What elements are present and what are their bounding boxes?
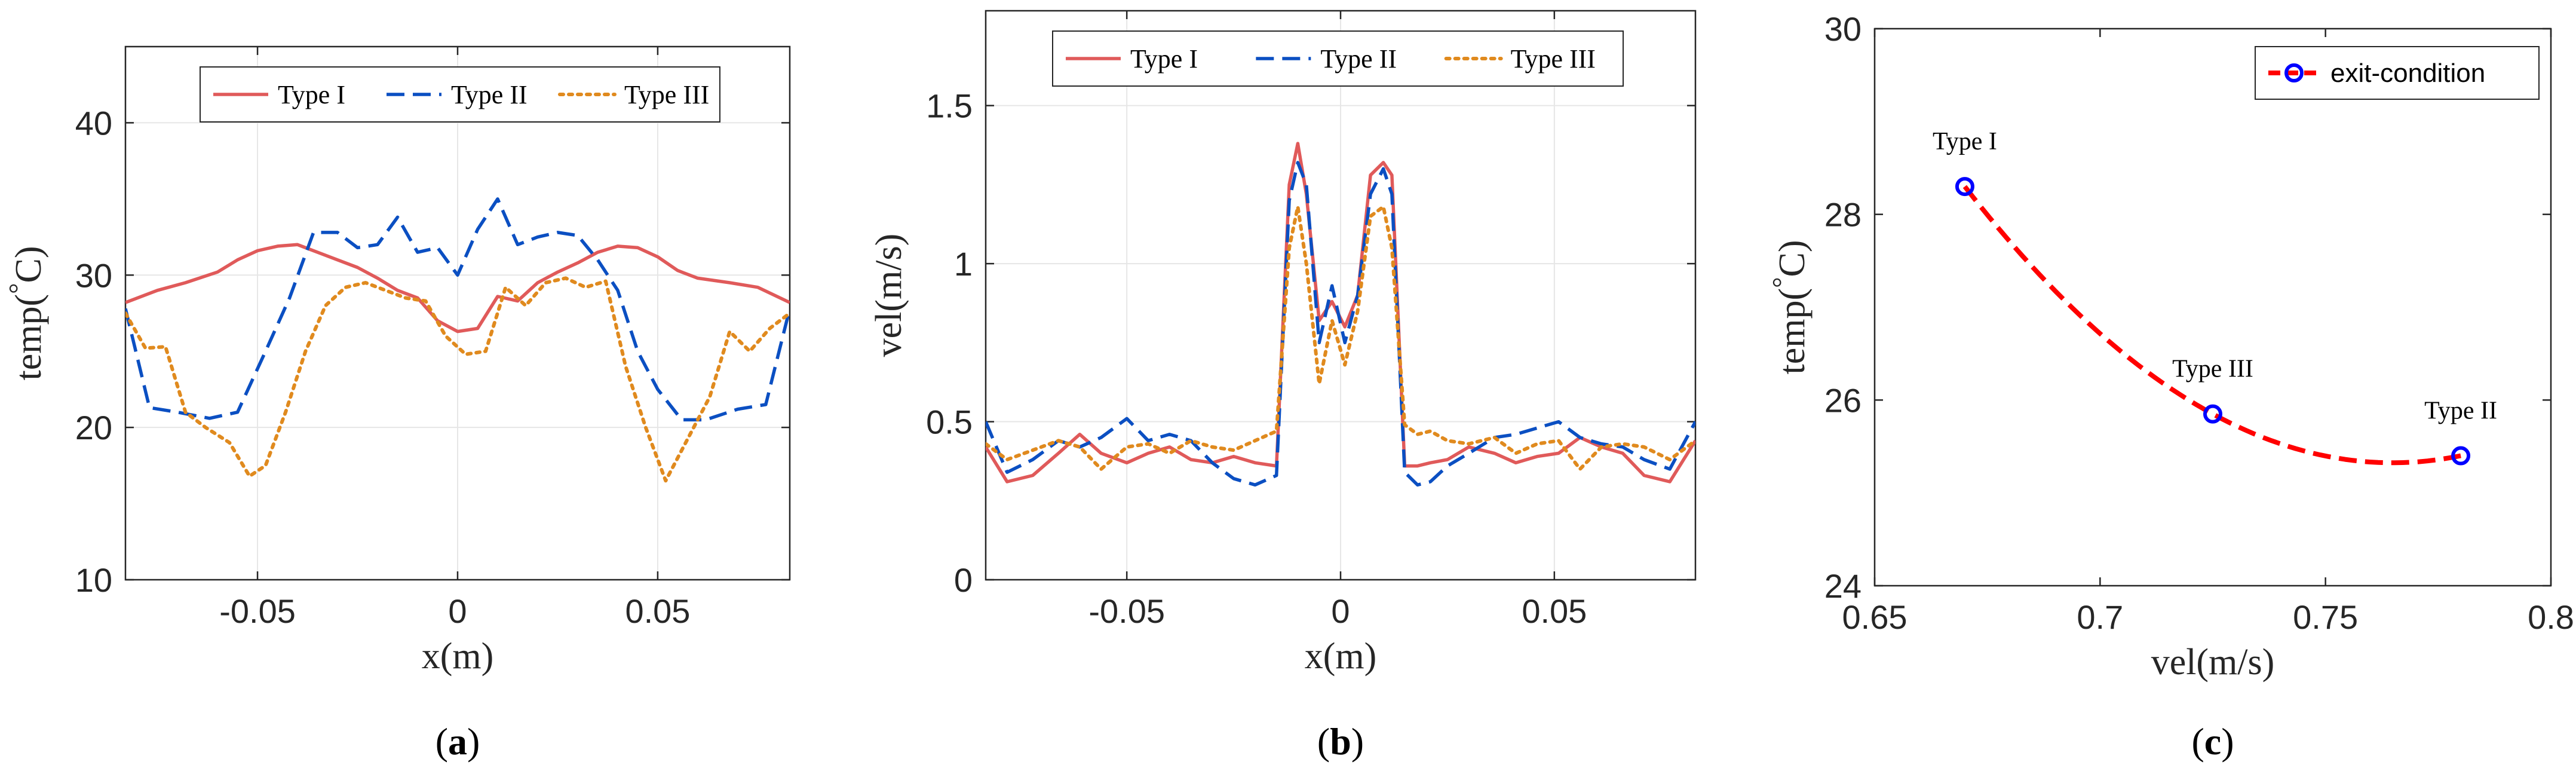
series-line-type-ii xyxy=(125,197,790,422)
x-tick-label: 0.05 xyxy=(1522,592,1587,630)
y-tick-label: 40 xyxy=(75,104,112,142)
x-tick-label: 0.8 xyxy=(2528,598,2574,636)
y-tick-label: 24 xyxy=(1824,567,1862,605)
chart-panel-c: 0.65 0.7 0.75 0.8 24 26 28 30 vel(m/s) temp(°C) Ty… xyxy=(1767,10,2574,763)
legend-box xyxy=(1052,30,1624,87)
series-line-type-iii xyxy=(125,276,790,483)
y-axis-label-main: temp( xyxy=(8,294,49,381)
legend: Type I Type II Type III xyxy=(1052,30,1624,87)
x-tick-label: -0.05 xyxy=(1088,592,1165,630)
legend-entry-label: exit-condition xyxy=(2330,59,2485,88)
y-axis-label: vel(m/s) xyxy=(869,234,909,357)
panel-caption: (b) xyxy=(1317,720,1364,763)
panel-caption: (c) xyxy=(2191,720,2234,763)
series-line-type-ii xyxy=(986,161,1695,487)
y-tick-label: 1 xyxy=(954,245,973,283)
caption-letter: a xyxy=(448,720,467,763)
x-tick-label: 0 xyxy=(448,592,467,630)
point-annotation: Type I xyxy=(1933,128,1997,155)
caption-open-paren: ( xyxy=(436,720,448,763)
legend-entry-label: Type II xyxy=(1320,44,1397,74)
y-axis-label-unit: C) xyxy=(8,246,49,283)
series-line-exit-condition xyxy=(1962,185,2461,466)
plot-frame xyxy=(1873,27,2552,587)
y-tick-label: 10 xyxy=(75,561,112,599)
x-tick-label: 0 xyxy=(1331,592,1350,630)
y-axis-label-degree: ° xyxy=(3,283,33,293)
series-line-type-i xyxy=(125,243,790,334)
y-axis-label-main: temp( xyxy=(1772,288,1813,375)
x-axis-label: x(m) xyxy=(422,636,494,677)
caption-letter: b xyxy=(1330,720,1351,763)
data-point-marker xyxy=(2451,446,2471,466)
series-line-type-i xyxy=(986,142,1695,484)
point-annotation: Type III xyxy=(2172,356,2253,383)
y-axis-label: temp(°C) xyxy=(3,246,49,380)
panel-caption: (a) xyxy=(436,720,480,763)
legend: exit-condition xyxy=(2255,46,2540,100)
x-axis-label: x(m) xyxy=(1305,636,1377,677)
x-tick-label: 0.75 xyxy=(2293,598,2358,636)
caption-close-paren: ) xyxy=(2221,720,2234,763)
data-point-marker xyxy=(1955,177,1974,197)
caption-close-paren: ) xyxy=(1351,720,1364,763)
legend-swatch-marker xyxy=(2284,63,2304,82)
x-tick-label: 0.7 xyxy=(2077,598,2123,636)
legend-entry-label: Type III xyxy=(1511,44,1596,74)
y-tick-label: 0 xyxy=(954,561,973,599)
y-tick-label: 0.5 xyxy=(926,403,973,441)
caption-open-paren: ( xyxy=(1317,720,1330,763)
legend-entry-label: Type I xyxy=(278,80,345,109)
y-tick-label: 30 xyxy=(1824,10,1862,48)
legend: Type I Type II Type III xyxy=(200,66,720,123)
caption-close-paren: ) xyxy=(467,720,480,763)
x-tick-label: -0.05 xyxy=(219,592,296,630)
x-axis-label: vel(m/s) xyxy=(2151,642,2275,683)
caption-letter: c xyxy=(2204,720,2221,763)
x-tick-label: 0.05 xyxy=(625,592,690,630)
y-axis-label-degree: ° xyxy=(1767,277,1797,287)
legend-entry-label: Type II xyxy=(451,80,528,109)
legend-box xyxy=(200,66,720,123)
y-tick-label: 28 xyxy=(1824,196,1862,234)
y-axis-label: temp(°C) xyxy=(1767,240,1813,374)
series-line-type-iii xyxy=(986,204,1695,471)
x-tick-label: 0.65 xyxy=(1842,598,1908,636)
legend-entry-label: Type III xyxy=(624,80,709,109)
point-annotation: Type II xyxy=(2424,397,2497,425)
y-tick-label: 1.5 xyxy=(926,87,973,125)
data-point-marker xyxy=(2203,404,2222,424)
y-tick-label: 20 xyxy=(75,409,112,446)
legend-entry-label: Type I xyxy=(1130,44,1198,74)
y-tick-label: 30 xyxy=(75,256,112,294)
caption-open-paren: ( xyxy=(2191,720,2204,763)
y-axis-label-unit: C) xyxy=(1772,240,1813,277)
y-tick-label: 26 xyxy=(1824,381,1862,419)
